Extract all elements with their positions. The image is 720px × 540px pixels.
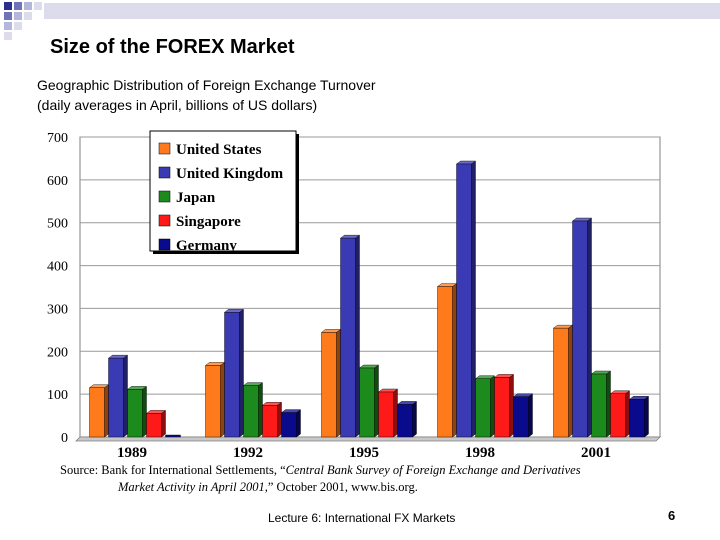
decoration-square xyxy=(4,32,12,40)
source-text: Source: Bank for International Settlemen… xyxy=(60,463,286,477)
bar xyxy=(320,329,342,438)
decoration-square xyxy=(4,2,12,10)
footer-text: Lecture 6: International FX Markets xyxy=(268,511,456,525)
source-report-title-cont: Market Activity in April 2001, xyxy=(118,480,268,494)
x-tick-label: 2001 xyxy=(581,445,611,461)
bar xyxy=(474,375,496,438)
source-note: Source: Bank for International Settlemen… xyxy=(60,462,700,496)
slide-title: Size of the FOREX Market xyxy=(50,36,295,58)
bar xyxy=(261,401,283,438)
x-tick-label: 1998 xyxy=(465,445,495,461)
source-date-url: ” October 2001, www.bis.org. xyxy=(267,480,418,494)
bar xyxy=(223,308,245,438)
bar xyxy=(552,324,574,438)
header-band xyxy=(44,3,720,19)
legend-label: Germany xyxy=(176,238,237,254)
decoration-square xyxy=(14,22,22,30)
legend-label: United States xyxy=(176,142,262,158)
x-tick-label: 1992 xyxy=(233,445,263,461)
subtitle-line-2: (daily averages in April, billions of US… xyxy=(37,97,318,113)
legend-swatch xyxy=(158,142,171,155)
x-tick-label: 1995 xyxy=(349,445,379,461)
x-tick-label: 1989 xyxy=(117,445,147,461)
y-tick-label: 500 xyxy=(47,217,68,232)
bar xyxy=(590,370,612,438)
legend-swatch xyxy=(158,166,171,179)
bar xyxy=(204,362,226,438)
legend xyxy=(149,130,297,252)
bar xyxy=(396,401,418,438)
decoration-square xyxy=(4,12,12,20)
legend-label: Singapore xyxy=(176,214,241,230)
decoration-square xyxy=(4,22,12,30)
chart-floor xyxy=(75,436,661,442)
bar xyxy=(609,390,631,438)
bar-chart: 0 100 200 300 400 500 600 700 1989 1992 1995 1998 20… xyxy=(47,130,661,461)
decoration-square xyxy=(14,12,22,20)
bar xyxy=(242,382,264,438)
corner-decoration xyxy=(4,2,720,40)
bar xyxy=(107,354,129,438)
bar xyxy=(628,395,650,438)
legend-swatch xyxy=(158,190,171,203)
y-tick-label: 400 xyxy=(47,260,68,275)
bar xyxy=(455,160,477,438)
bar xyxy=(436,283,458,438)
decoration-square xyxy=(14,2,22,10)
decoration-square xyxy=(34,2,42,10)
page-number: 6 xyxy=(668,508,676,523)
bar xyxy=(145,410,167,438)
chart-subtitle: Geographic Distribution of Foreign Excha… xyxy=(37,75,376,115)
subtitle-line-1: Geographic Distribution of Foreign Excha… xyxy=(37,77,376,93)
bar xyxy=(377,388,399,438)
bar xyxy=(339,234,361,438)
legend-swatch xyxy=(158,238,171,251)
bar xyxy=(165,434,181,438)
legend-label: United Kingdom xyxy=(176,166,284,182)
bar xyxy=(126,386,148,438)
bar xyxy=(571,217,593,438)
legend-label: Japan xyxy=(176,190,216,206)
bar xyxy=(493,374,515,438)
legend-swatch xyxy=(158,214,171,227)
y-tick-label: 300 xyxy=(47,302,68,317)
y-tick-label: 100 xyxy=(47,388,68,403)
decoration-square xyxy=(24,12,32,20)
bar xyxy=(88,384,110,438)
bar xyxy=(512,393,534,438)
bar xyxy=(358,364,380,438)
decoration-square xyxy=(24,2,32,10)
source-report-title: Central Bank Survey of Foreign Exchange … xyxy=(285,463,581,477)
y-tick-label: 0 xyxy=(61,431,68,446)
y-tick-label: 200 xyxy=(47,345,68,360)
bar xyxy=(280,409,302,438)
y-tick-label: 700 xyxy=(47,131,68,146)
y-tick-label: 600 xyxy=(47,174,68,189)
